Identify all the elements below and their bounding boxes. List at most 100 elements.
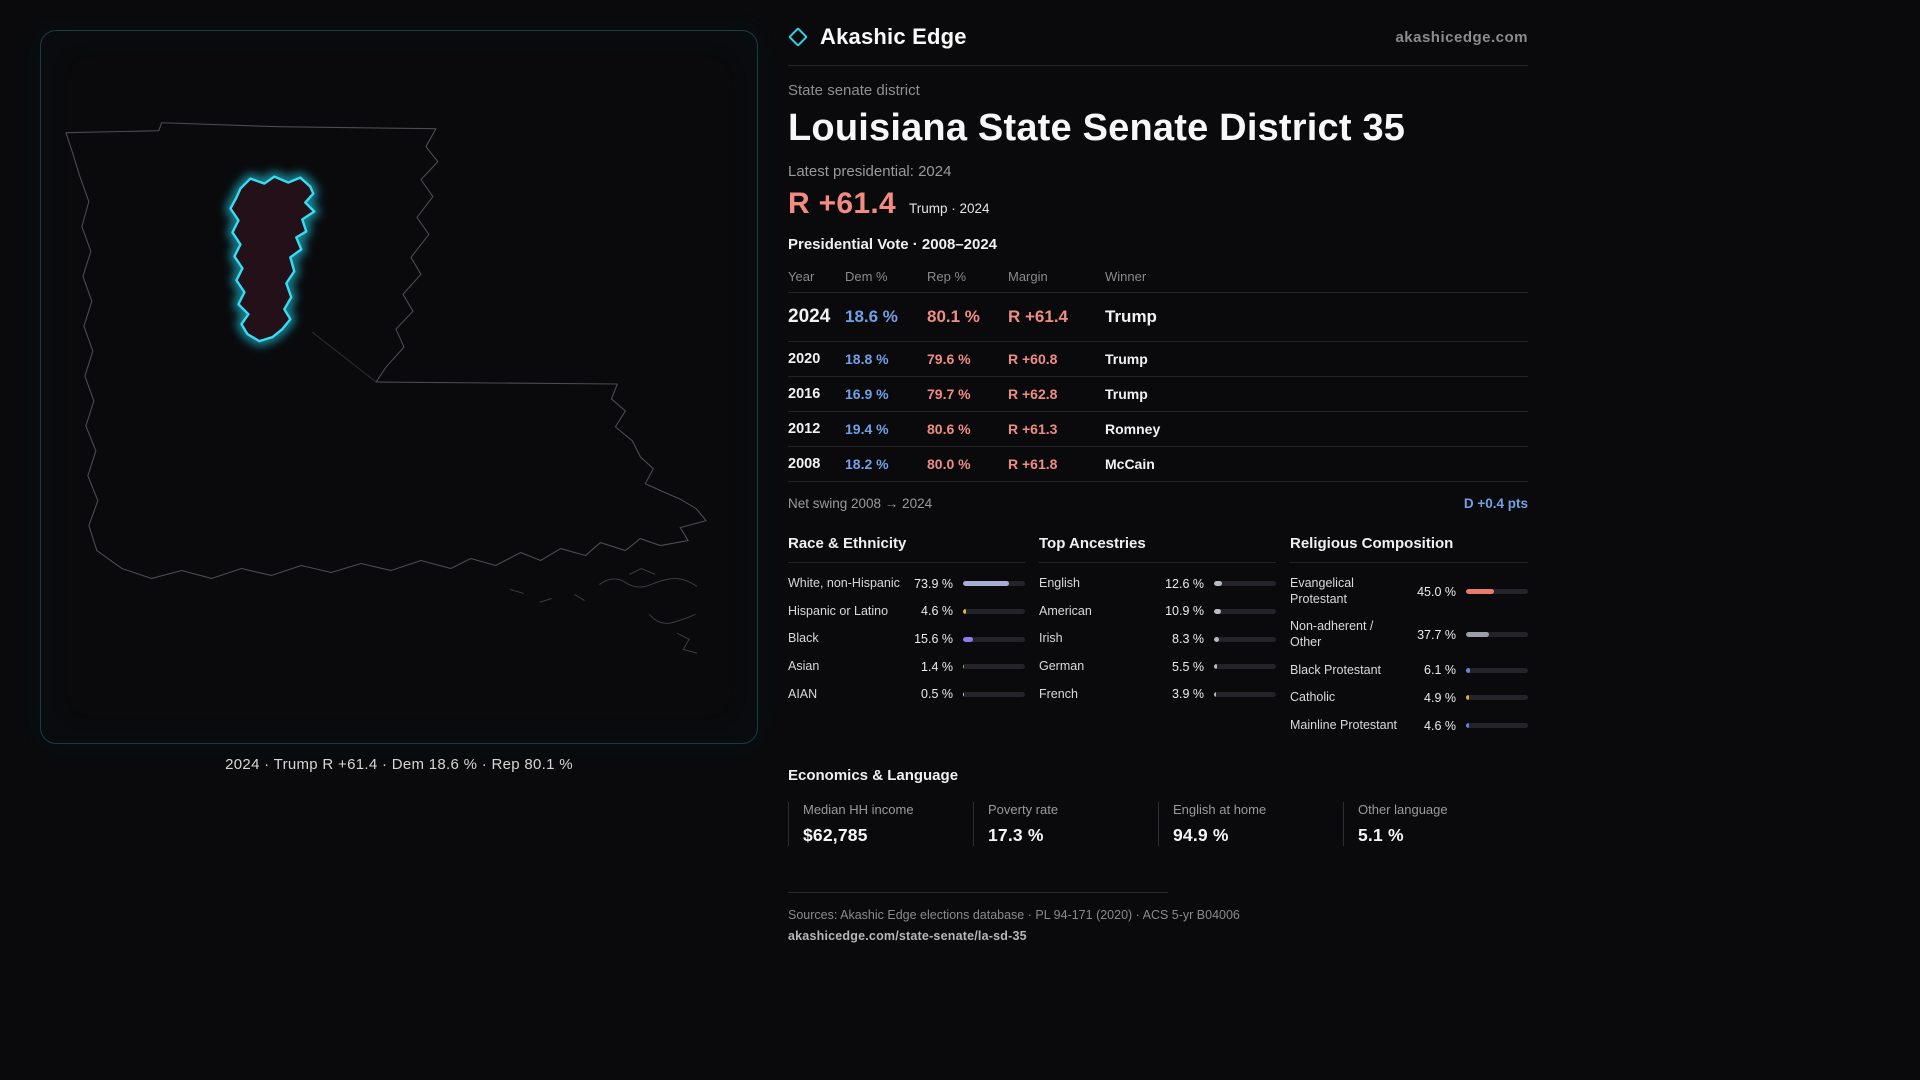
stat-label: English at home bbox=[1173, 802, 1267, 818]
race-label: Hispanic or Latino bbox=[788, 603, 889, 618]
religion-value: 37.7 % bbox=[1417, 627, 1456, 642]
race-bar bbox=[963, 691, 1025, 697]
dem-cell: 18.2 % bbox=[845, 456, 889, 472]
diamond-logo-icon bbox=[788, 27, 808, 47]
brand-name: Akashic Edge bbox=[820, 24, 967, 49]
race-bar bbox=[963, 608, 1025, 614]
col-margin: Margin bbox=[1008, 269, 1048, 284]
rep-cell: 79.7 % bbox=[927, 386, 971, 402]
district-35-shape[interactable] bbox=[229, 175, 316, 343]
religion-label: Evangelical Protestant bbox=[1290, 576, 1354, 606]
list-item: Non-adherent / Other 37.7 % bbox=[1290, 613, 1528, 656]
net-swing-row: Net swing 2008 → 2024 D +0.4 pts bbox=[788, 496, 1528, 511]
net-swing-value: D +0.4 pts bbox=[1463, 496, 1528, 511]
list-item: Evangelical Protestant 45.0 % bbox=[1290, 570, 1528, 613]
list-item: Mainline Protestant 4.6 % bbox=[1290, 712, 1528, 740]
stat-label: Other language bbox=[1358, 802, 1448, 818]
religion-bar bbox=[1466, 667, 1528, 673]
stat-label: Poverty rate bbox=[988, 802, 1059, 818]
economics-stats: Median HH income $62,785 Poverty rate 17… bbox=[788, 802, 1528, 847]
ancestry-label: American bbox=[1039, 603, 1092, 618]
list-item: Irish 8.3 % bbox=[1039, 625, 1276, 653]
religion-value: 4.6 % bbox=[1424, 718, 1456, 733]
race-ethnicity-column: Race & Ethnicity White, non-Hispanic 73.… bbox=[788, 535, 1025, 739]
religion-title: Religious Composition bbox=[1290, 535, 1528, 563]
religion-label: Black Protestant bbox=[1290, 662, 1382, 677]
ancestry-value: 12.6 % bbox=[1165, 576, 1204, 591]
economics-title: Economics & Language bbox=[788, 767, 959, 785]
presidential-vote-table: Year Dem % Rep % Margin Winner 2024 18.6… bbox=[788, 261, 1528, 482]
vote-table-title: Presidential Vote · 2008–2024 bbox=[788, 236, 998, 253]
religion-value: 45.0 % bbox=[1417, 584, 1456, 599]
race-value: 0.5 % bbox=[921, 687, 953, 702]
kicker-label: State senate district bbox=[788, 82, 920, 99]
stat-value: 5.1 % bbox=[1358, 825, 1404, 846]
footer-divider bbox=[788, 892, 1168, 894]
stat-value: 17.3 % bbox=[988, 825, 1044, 846]
winner-cell: Romney bbox=[1105, 421, 1161, 437]
year-cell: 2008 bbox=[788, 456, 821, 472]
race-bar bbox=[963, 664, 1025, 670]
ancestry-label: French bbox=[1039, 686, 1078, 701]
list-item: American 10.9 % bbox=[1039, 598, 1276, 626]
rep-cell: 80.1 % bbox=[927, 307, 980, 326]
ancestry-label: English bbox=[1039, 576, 1080, 590]
table-row: 2024 18.6 % 80.1 % R +61.4 Trump bbox=[788, 293, 1528, 342]
col-winner: Winner bbox=[1105, 269, 1147, 284]
margin-cell: R +61.4 bbox=[1008, 307, 1069, 326]
race-bar bbox=[963, 636, 1025, 642]
brand-site-link[interactable]: akashicedge.com bbox=[1395, 28, 1528, 46]
ancestry-bar bbox=[1214, 581, 1276, 587]
sources-text: Sources: Akashic Edge elections database… bbox=[788, 908, 1240, 923]
list-item: Black 15.6 % bbox=[788, 625, 1025, 653]
net-swing-label: Net swing 2008 → 2024 bbox=[788, 496, 933, 511]
page-title: Louisiana State Senate District 35 bbox=[788, 107, 1406, 149]
ancestry-bar bbox=[1214, 636, 1276, 642]
table-header-row: Year Dem % Rep % Margin Winner bbox=[788, 261, 1528, 293]
race-label: Black bbox=[788, 631, 819, 646]
louisiana-map bbox=[65, 122, 707, 654]
race-title: Race & Ethnicity bbox=[788, 535, 1025, 563]
stat-other-language: Other language 5.1 % bbox=[1343, 802, 1528, 847]
list-item: German 5.5 % bbox=[1039, 653, 1276, 681]
stat-value: 94.9 % bbox=[1173, 825, 1229, 846]
winner-cell: Trump bbox=[1105, 386, 1148, 402]
race-value: 1.4 % bbox=[921, 659, 953, 674]
permalink[interactable]: akashicedge.com/state-senate/la-sd-35 bbox=[788, 929, 1027, 944]
winner-cell: Trump bbox=[1105, 351, 1148, 367]
ancestries-title: Top Ancestries bbox=[1039, 535, 1276, 563]
religion-label: Catholic bbox=[1290, 690, 1336, 705]
race-label: White, non-Hispanic bbox=[788, 576, 900, 590]
race-label: Asian bbox=[788, 658, 820, 673]
col-year: Year bbox=[788, 269, 815, 284]
religion-label: Mainline Protestant bbox=[1290, 717, 1398, 732]
stat-english-at-home: English at home 94.9 % bbox=[1158, 802, 1343, 847]
headline-margin-value: R +61.4 bbox=[788, 187, 897, 220]
race-label: AIAN bbox=[788, 686, 818, 701]
margin-cell: R +61.3 bbox=[1008, 421, 1058, 437]
ancestry-value: 8.3 % bbox=[1172, 632, 1204, 647]
list-item: Black Protestant 6.1 % bbox=[1290, 657, 1528, 685]
stat-median-income: Median HH income $62,785 bbox=[788, 802, 973, 847]
race-value: 15.6 % bbox=[914, 632, 953, 647]
list-item: Catholic 4.9 % bbox=[1290, 684, 1528, 712]
margin-cell: R +60.8 bbox=[1008, 351, 1058, 367]
list-item: English 12.6 % bbox=[1039, 570, 1276, 598]
ancestry-value: 5.5 % bbox=[1172, 659, 1204, 674]
demographics-section: Race & Ethnicity White, non-Hispanic 73.… bbox=[788, 535, 1528, 739]
dem-cell: 18.8 % bbox=[845, 351, 889, 367]
dem-cell: 19.4 % bbox=[845, 421, 889, 437]
dem-cell: 18.6 % bbox=[845, 307, 898, 326]
ancestry-bar bbox=[1214, 691, 1276, 697]
year-cell: 2024 bbox=[788, 306, 831, 327]
religion-label: Non-adherent / Other bbox=[1290, 619, 1374, 649]
brand-header: Akashic Edge akashicedge.com bbox=[788, 24, 1528, 66]
ancestry-value: 3.9 % bbox=[1172, 687, 1204, 702]
col-rep: Rep % bbox=[927, 269, 967, 284]
religion-bar bbox=[1466, 695, 1528, 701]
red-river-line bbox=[311, 331, 377, 383]
content-column: Akashic Edge akashicedge.com State senat… bbox=[788, 24, 1528, 943]
table-row: 2020 18.8 % 79.6 % R +60.8 Trump bbox=[788, 342, 1528, 377]
race-bar bbox=[963, 581, 1025, 587]
